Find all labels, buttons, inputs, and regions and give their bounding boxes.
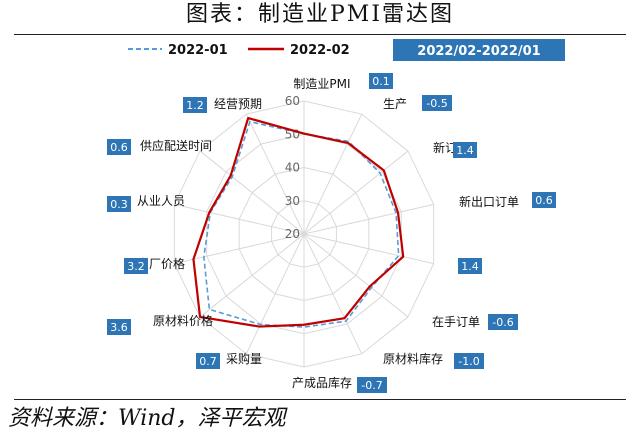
grid-spoke	[303, 233, 434, 265]
diff-value: 3.2	[127, 260, 145, 273]
diff-box	[183, 97, 207, 113]
grid-spoke	[303, 150, 409, 235]
diff-value: 0.7	[199, 355, 217, 368]
tick-label: 40	[285, 161, 300, 175]
grid-spoke	[303, 233, 409, 318]
diff-box	[107, 196, 131, 212]
diff-value: 0.6	[110, 141, 128, 154]
diff-value: 1.2	[186, 99, 204, 112]
diff-value: 1.4	[456, 144, 474, 157]
grid-spoke	[245, 113, 305, 235]
diff-box	[196, 353, 220, 369]
axis-label: 供应配送时间	[140, 138, 212, 153]
diff-box	[453, 142, 477, 158]
axis-label: 从业人员	[137, 194, 185, 208]
diff-box	[124, 258, 148, 274]
grid-spoke	[199, 150, 305, 235]
chart-frame	[14, 34, 626, 400]
source-note: 资料来源：Wind，泽平宏观	[8, 406, 286, 431]
axis-label: 产成品库存	[292, 375, 352, 390]
grid-spoke	[303, 203, 434, 235]
tick-label: 20	[285, 227, 300, 241]
legend-label-2022-01: 2022-01	[168, 43, 228, 58]
diff-value: -0.6	[492, 316, 513, 329]
grid-spoke	[303, 113, 363, 235]
axis-label: 新出口订单	[459, 194, 519, 209]
diff-value: -0.7	[361, 379, 382, 392]
tick-label: 60	[285, 94, 300, 108]
diff-box	[422, 95, 452, 111]
page-title: 图表：制造业PMI雷达图	[185, 2, 455, 27]
axis-label: 制造业PMI	[293, 77, 350, 91]
grid-spoke	[174, 233, 305, 265]
axis-label: 原材料价格	[153, 313, 213, 328]
diff-value: 0.3	[110, 198, 128, 211]
diff-box	[458, 258, 482, 274]
diff-value: -0.5	[426, 97, 447, 110]
axis-label: 采购量	[226, 351, 262, 366]
grid-spoke	[303, 233, 363, 355]
diff-box	[107, 139, 131, 155]
legend-diff-label: 2022/02-2022/01	[417, 44, 540, 59]
diff-box	[369, 73, 393, 89]
series-line-2022-01	[203, 120, 400, 328]
diff-box	[357, 377, 387, 393]
axis-label: 经营预期	[214, 97, 262, 111]
axis-label: 出厂价格	[137, 256, 185, 271]
diff-box	[532, 192, 556, 208]
diff-value: 0.6	[535, 194, 553, 207]
grid-spoke	[245, 233, 305, 355]
diff-box	[454, 353, 484, 369]
legend-diff-box	[393, 39, 565, 61]
diff-value: 1.4	[461, 260, 479, 273]
axis-label: 在手订单	[432, 315, 480, 329]
diff-box	[488, 314, 518, 330]
axis-label: 生产	[383, 97, 407, 111]
grid-spoke	[199, 233, 305, 318]
legend-label-2022-02: 2022-02	[290, 43, 350, 58]
diff-value: 3.6	[110, 321, 128, 334]
tick-label: 30	[285, 194, 300, 208]
series-line-2022-02	[192, 116, 405, 328]
diff-value: 0.1	[372, 75, 390, 88]
grid-spoke	[174, 203, 305, 235]
diff-box	[107, 319, 131, 335]
diff-value: -1.0	[458, 355, 479, 368]
axis-label: 原材料库存	[383, 351, 443, 366]
